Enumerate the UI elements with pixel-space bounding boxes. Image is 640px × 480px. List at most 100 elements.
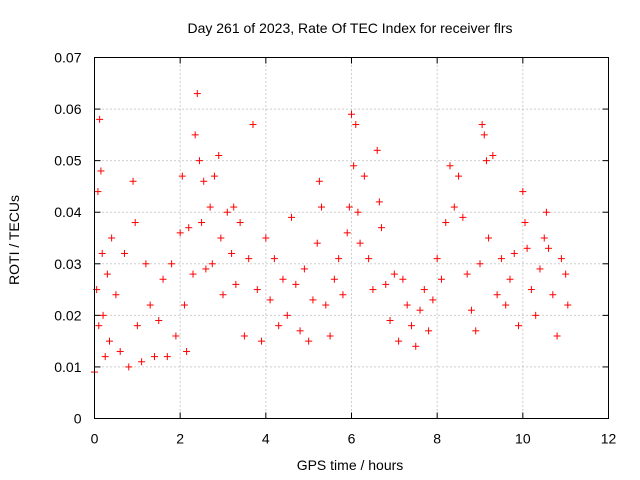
data-point — [326, 332, 334, 340]
data-point — [348, 110, 355, 118]
data-point — [172, 332, 180, 340]
x-tick-label: 2 — [176, 431, 184, 447]
data-point — [446, 162, 454, 170]
data-point — [549, 291, 557, 299]
data-point — [240, 332, 248, 340]
data-point — [442, 219, 450, 227]
data-point — [472, 327, 480, 335]
data-point — [382, 280, 390, 288]
data-point — [210, 172, 218, 180]
data-point — [258, 337, 266, 345]
data-point — [296, 327, 304, 335]
data-point — [375, 198, 383, 206]
data-point — [540, 234, 548, 242]
y-tick-label: 0.02 — [54, 307, 81, 323]
data-point — [354, 208, 362, 216]
data-point — [96, 115, 104, 123]
data-point — [189, 270, 197, 278]
data-point — [108, 234, 116, 242]
data-point — [360, 172, 368, 180]
data-point — [523, 244, 531, 252]
data-point — [95, 322, 103, 330]
data-point — [377, 224, 385, 232]
data-point — [433, 255, 441, 263]
data-point — [510, 249, 518, 257]
data-point — [345, 203, 353, 211]
data-point — [133, 322, 141, 330]
data-point — [185, 224, 193, 232]
data-point — [159, 275, 167, 283]
x-axis-label: GPS time / hours — [297, 457, 404, 473]
data-point — [502, 301, 510, 309]
data-point — [292, 280, 300, 288]
data-point — [191, 131, 199, 139]
data-point — [420, 286, 428, 294]
data-point — [202, 265, 210, 273]
data-point — [506, 275, 514, 283]
data-point — [365, 255, 373, 263]
data-point — [178, 172, 186, 180]
data-point — [228, 249, 236, 257]
data-point — [330, 275, 338, 283]
x-tick-label: 0 — [91, 431, 99, 447]
data-point — [116, 347, 124, 355]
data-point — [98, 249, 106, 257]
data-point — [429, 296, 437, 304]
data-point — [270, 255, 278, 263]
data-point — [103, 270, 111, 278]
data-point — [163, 353, 171, 361]
y-tick-label: 0.07 — [54, 50, 81, 66]
data-point — [275, 322, 283, 330]
data-point — [200, 177, 208, 185]
data-point — [399, 275, 407, 283]
data-point — [482, 157, 490, 165]
data-point — [120, 249, 128, 257]
data-point — [450, 203, 458, 211]
data-point — [195, 157, 203, 165]
data-point — [146, 301, 154, 309]
data-point — [223, 208, 231, 216]
data-point — [497, 255, 505, 263]
x-tick-label: 6 — [348, 431, 356, 447]
data-point — [262, 234, 270, 242]
data-point — [279, 275, 287, 283]
data-point — [183, 347, 191, 355]
x-tick-label: 4 — [262, 431, 270, 447]
y-tick-label: 0.05 — [54, 153, 81, 169]
data-point — [180, 301, 188, 309]
data-point — [403, 301, 411, 309]
data-point — [536, 265, 544, 273]
y-tick-label: 0.01 — [54, 359, 81, 375]
data-point — [206, 203, 214, 211]
data-point — [313, 239, 321, 247]
data-point — [131, 219, 139, 227]
data-point — [138, 358, 146, 366]
data-point — [142, 260, 150, 268]
data-point — [395, 337, 403, 345]
data-point — [198, 219, 206, 227]
data-point — [150, 353, 158, 361]
data-point — [515, 322, 523, 330]
data-point — [208, 260, 216, 268]
data-point — [343, 229, 351, 237]
data-point — [356, 239, 364, 247]
data-point — [412, 342, 420, 350]
data-point — [437, 275, 445, 283]
data-point — [219, 291, 227, 299]
data-point — [217, 234, 225, 242]
chart-title: Day 261 of 2023, Rate Of TEC Index for r… — [187, 20, 512, 36]
y-axis-label: ROTI / TECUs — [6, 195, 22, 285]
data-point — [532, 311, 540, 319]
data-point — [463, 270, 471, 278]
plot-frame — [94, 57, 609, 419]
data-point — [493, 291, 501, 299]
x-tick-label: 12 — [601, 431, 617, 447]
data-point — [480, 131, 488, 139]
data-point — [369, 286, 377, 294]
data-point — [168, 260, 176, 268]
data-point — [467, 306, 475, 314]
data-point — [230, 203, 238, 211]
y-tick-labels: 0 0.01 0.02 0.03 0.04 0.05 0.06 0.07 — [54, 50, 81, 427]
data-point — [318, 203, 326, 211]
data-point — [527, 286, 535, 294]
